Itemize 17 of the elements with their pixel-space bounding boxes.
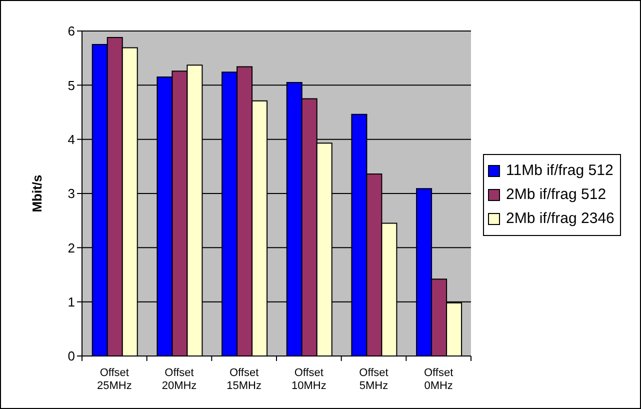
y-tick-label: 6 xyxy=(68,24,75,39)
legend-label: 2Mb if/frag 512 xyxy=(506,186,606,203)
legend-label: 2Mb if/frag 2346 xyxy=(506,210,614,227)
x-tick-label: Offset 20MHz xyxy=(162,367,197,392)
y-tick-label: 3 xyxy=(68,186,75,202)
y-tick-label: 2 xyxy=(68,240,75,256)
y-tick-label: 4 xyxy=(68,132,75,147)
y-axis-title: Mbit/s xyxy=(29,174,44,212)
x-tick-label: Offset 15MHz xyxy=(226,367,262,392)
x-tick-label: Offset 25MHz xyxy=(96,367,132,392)
y-tick-label: 1 xyxy=(68,294,75,310)
y-tick-label: 5 xyxy=(68,78,75,93)
x-tick-label: Offset 0MHz xyxy=(424,367,454,392)
y-tick-label: 0 xyxy=(68,348,75,364)
x-tick-label: Offset 10MHz xyxy=(291,367,326,392)
legend-label: 11Mb if/frag 512 xyxy=(506,162,614,179)
x-tick-label: Offset 5MHz xyxy=(359,367,388,392)
